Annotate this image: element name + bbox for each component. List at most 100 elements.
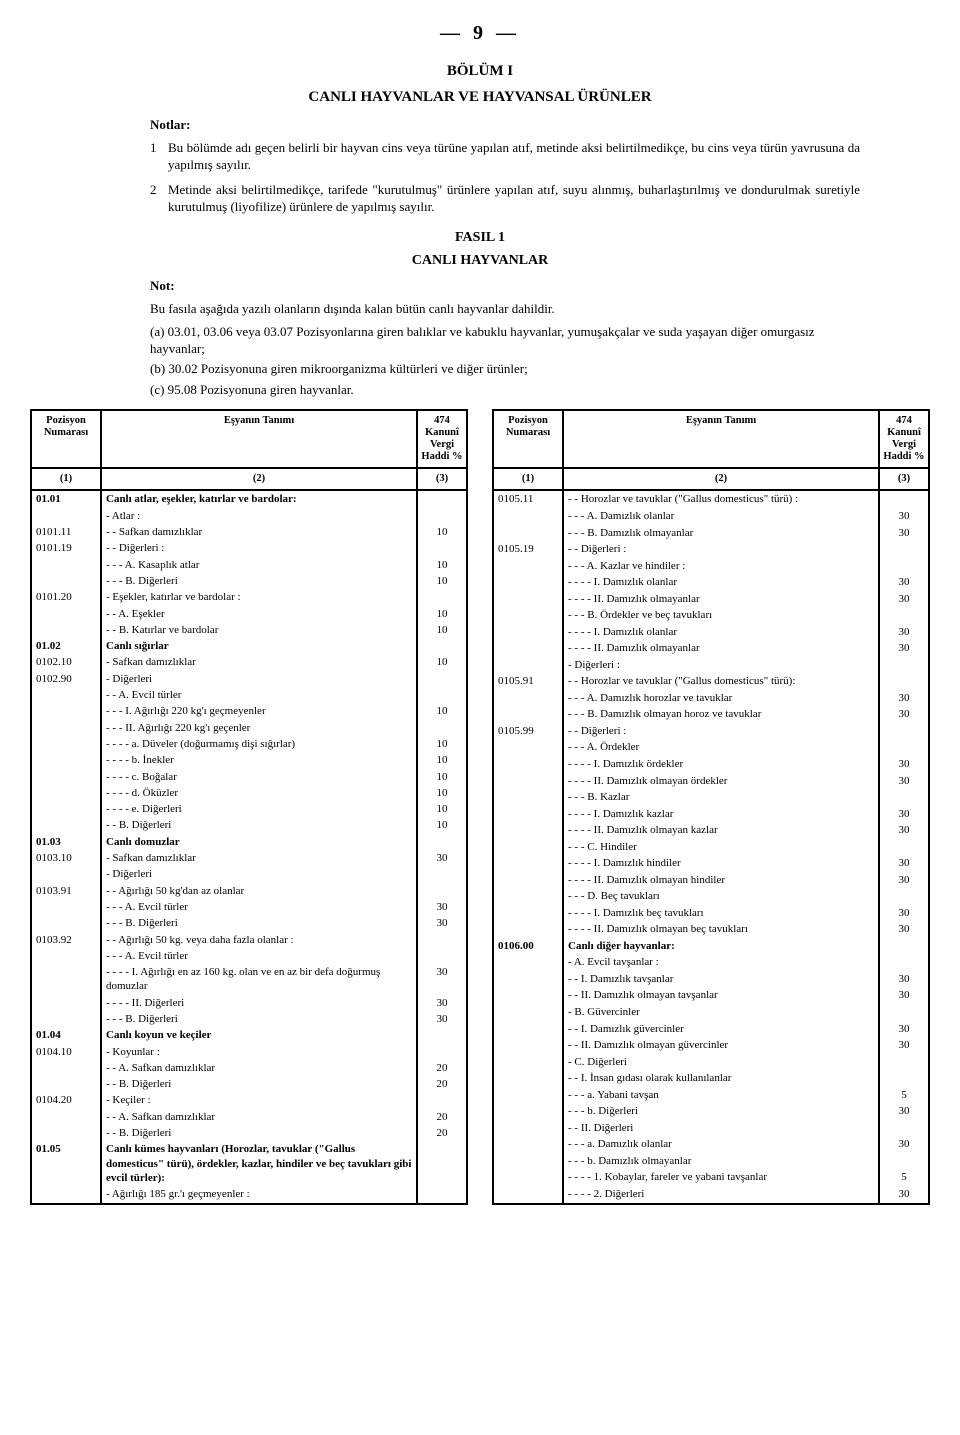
enum-item: (a) 03.01, 03.06 veya 03.07 Pozisyonları…	[150, 324, 860, 358]
cell-description: - - - B. Diğerleri	[101, 573, 417, 589]
cell-rate: 10	[417, 817, 467, 833]
th-position: Pozisyon Numarası	[493, 410, 563, 468]
table-row: - - - - II. Damızlık olmayanlar30	[493, 591, 929, 608]
cell-position: 01.04	[31, 1027, 101, 1043]
cell-position	[31, 573, 101, 589]
cell-position: 0104.20	[31, 1092, 101, 1108]
cell-position	[31, 720, 101, 736]
cell-position: 0105.19	[493, 541, 563, 558]
cell-description: - B. Güvercinler	[563, 1004, 879, 1021]
cell-description: - - Horozlar ve tavuklar ("Gallus domest…	[563, 673, 879, 690]
page-number: — 9 —	[30, 20, 930, 46]
notes-heading: Notlar:	[150, 117, 860, 134]
cell-rate: 30	[879, 1021, 929, 1038]
cell-position	[493, 657, 563, 674]
cell-position	[493, 789, 563, 806]
note-text: Bu fasıla aşağıda yazılı olanların dışın…	[150, 301, 860, 318]
table-row: - - - B. Kazlar	[493, 789, 929, 806]
table-row: - - - - II. Damızlık olmayan ördekler30	[493, 773, 929, 790]
cell-description: - - I. Damızlık güvercinler	[563, 1021, 879, 1038]
table-row: 0104.10- Koyunlar :	[31, 1044, 467, 1060]
table-row: - - - - 1. Kobaylar, fareler ve yabani t…	[493, 1169, 929, 1186]
cell-description: - - I. İnsan gıdası olarak kullanılanlar	[563, 1070, 879, 1087]
cell-rate	[417, 508, 467, 524]
cell-rate: 10	[417, 622, 467, 638]
cell-position	[493, 1070, 563, 1087]
cell-position	[31, 915, 101, 931]
cell-rate: 10	[417, 769, 467, 785]
cell-rate	[879, 839, 929, 856]
table-row: 0102.90- Diğerleri	[31, 671, 467, 687]
table-row: - - I. Damızlık tavşanlar30	[493, 971, 929, 988]
cell-rate: 5	[879, 1169, 929, 1186]
cell-rate: 30	[417, 995, 467, 1011]
cell-position	[493, 591, 563, 608]
cell-description: - - - - II. Damızlık olmayan ördekler	[563, 773, 879, 790]
enum-item: (c) 95.08 Pozisyonuna giren hayvanlar.	[150, 382, 860, 399]
cell-rate	[879, 607, 929, 624]
cell-description: - - - - II. Damızlık olmayan hindiler	[563, 872, 879, 889]
cell-description: Canlı domuzlar	[101, 834, 417, 850]
cell-position	[493, 1021, 563, 1038]
cell-description: - - - a. Damızlık olanlar	[563, 1136, 879, 1153]
cell-description: Canlı atlar, eşekler, katırlar ve bardol…	[101, 490, 417, 507]
cell-position	[31, 736, 101, 752]
cell-description: - - - b. Damızlık olmayanlar	[563, 1153, 879, 1170]
cell-rate: 10	[417, 785, 467, 801]
cell-description: - - - - II. Damızlık olmayan beç tavukla…	[563, 921, 879, 938]
cell-rate: 30	[417, 850, 467, 866]
th-position: Pozisyon Numarası	[31, 410, 101, 468]
cell-position: 0103.91	[31, 883, 101, 899]
cell-rate	[879, 541, 929, 558]
cell-position	[493, 508, 563, 525]
cell-position	[493, 1004, 563, 1021]
table-row: 01.01Canlı atlar, eşekler, katırlar ve b…	[31, 490, 467, 507]
cell-description: - - Diğerleri :	[101, 540, 417, 556]
table-row: - - - A. Ördekler	[493, 739, 929, 756]
cell-description: - - II. Damızlık olmayan tavşanlar	[563, 987, 879, 1004]
cell-rate	[417, 883, 467, 899]
cell-position	[31, 785, 101, 801]
cell-rate: 30	[417, 899, 467, 915]
cell-position	[493, 888, 563, 905]
cell-description: - - - - I. Ağırlığı en az 160 kg. olan v…	[101, 964, 417, 995]
cell-description: - - Diğerleri :	[563, 541, 879, 558]
cell-position	[493, 872, 563, 889]
cell-rate	[417, 834, 467, 850]
th-col2: (2)	[101, 468, 417, 490]
cell-description: - - - B. Kazlar	[563, 789, 879, 806]
cell-rate: 30	[879, 706, 929, 723]
table-row: 0101.19- - Diğerleri :	[31, 540, 467, 556]
cell-description: - - A. Safkan damızlıklar	[101, 1060, 417, 1076]
cell-rate	[417, 589, 467, 605]
cell-description: - - - - b. İnekler	[101, 752, 417, 768]
cell-description: - - B. Diğerleri	[101, 1125, 417, 1141]
table-row: - - - D. Beç tavukları	[493, 888, 929, 905]
note-text: Bu bölümde adı geçen belirli bir hayvan …	[168, 140, 860, 174]
cell-rate	[417, 687, 467, 703]
table-row: - - - - II. Damızlık olmayan beç tavukla…	[493, 921, 929, 938]
cell-rate	[879, 1070, 929, 1087]
cell-position	[493, 1037, 563, 1054]
cell-rate	[417, 1186, 467, 1203]
tariff-table-right: Pozisyon Numarası Eşyanın Tanımı 474 Kan…	[492, 409, 930, 1204]
th-rate: 474 Kanunî Vergi Haddi %	[879, 410, 929, 468]
table-row: - - - - II. Damızlık olmayanlar30	[493, 640, 929, 657]
cell-description: - - - A. Damızlık horozlar ve tavuklar	[563, 690, 879, 707]
th-col1: (1)	[493, 468, 563, 490]
cell-rate: 30	[879, 525, 929, 542]
chapter-title: CANLI HAYVANLAR	[30, 252, 930, 270]
cell-description: - - B. Diğerleri	[101, 1076, 417, 1092]
table-row: - - - B. Ördekler ve beç tavukları	[493, 607, 929, 624]
cell-description: - - Safkan damızlıklar	[101, 524, 417, 540]
cell-rate	[879, 558, 929, 575]
cell-position	[493, 607, 563, 624]
cell-description: Canlı sığırlar	[101, 638, 417, 654]
cell-rate	[879, 1120, 929, 1137]
cell-position	[31, 606, 101, 622]
cell-description: - - - - I. Damızlık beç tavukları	[563, 905, 879, 922]
th-description: Eşyanın Tanımı	[101, 410, 417, 468]
cell-position	[31, 1060, 101, 1076]
tariff-table-left: Pozisyon Numarası Eşyanın Tanımı 474 Kan…	[30, 409, 468, 1204]
table-row: - - - A. Evcil türler	[31, 948, 467, 964]
